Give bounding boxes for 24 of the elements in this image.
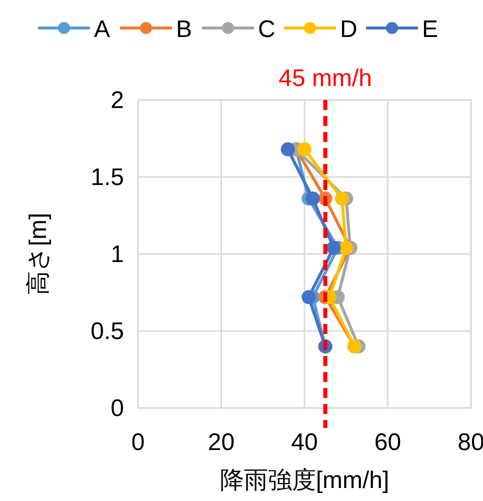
legend-label: B [176, 16, 192, 43]
point [339, 240, 354, 255]
legend-label: D [340, 16, 358, 43]
y-tick-label: 1 [110, 241, 124, 268]
x-tick-label: 0 [131, 429, 145, 456]
ref-line-label: 45 mm/h [278, 65, 372, 92]
x-tick-label: 40 [291, 429, 318, 456]
legend-label: E [422, 16, 438, 43]
x-axis-title: 降雨強度[mm/h] [220, 467, 390, 494]
legend-label: A [94, 16, 110, 43]
point [298, 142, 312, 156]
y-axis-title: 高さ[m] [25, 212, 52, 296]
x-tick-label: 60 [374, 429, 402, 456]
y-tick-label: 1.5 [90, 164, 124, 191]
y-tick-label: 2 [110, 87, 124, 114]
point [302, 290, 316, 304]
point [326, 240, 341, 255]
x-tick-label: 20 [208, 429, 235, 456]
point [280, 142, 295, 156]
y-tick-label: 0.5 [90, 318, 124, 345]
legend-label: C [258, 16, 276, 43]
y-tick-label: 0 [110, 395, 124, 422]
point [334, 192, 349, 206]
point [306, 192, 320, 206]
